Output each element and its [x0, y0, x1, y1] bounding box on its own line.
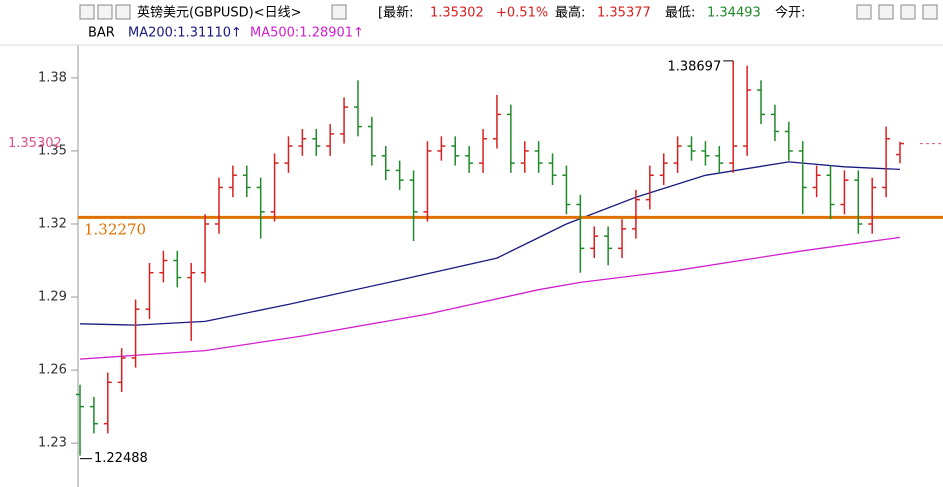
low-annotation: 1.22488 — [94, 451, 148, 466]
quote-label: 最低: — [665, 6, 695, 21]
tool-button[interactable] — [856, 4, 872, 20]
y-tick-label: 1.26 — [38, 363, 67, 378]
quote-change: +0.51% — [496, 6, 548, 21]
last-price-label: 1.35302 — [8, 136, 62, 151]
instrument-title: 英镑美元(GBPUSD)<日线> — [137, 5, 302, 21]
toolbar — [79, 4, 938, 20]
ma200-label: MA200:1.31110↑ — [128, 26, 242, 41]
tool-button[interactable] — [878, 4, 894, 20]
tool-button[interactable] — [115, 4, 131, 20]
y-tick-label: 1.38 — [38, 70, 67, 85]
indicator-style: BAR — [88, 26, 115, 41]
tool-button[interactable] — [97, 4, 113, 20]
quote-value: 1.35302 — [430, 6, 484, 21]
moving-average-line — [79, 161, 901, 326]
tool-button[interactable] — [922, 4, 938, 20]
quote-label: 今开: — [775, 5, 805, 21]
ma500-label: MA500:1.28901↑ — [250, 26, 364, 41]
level-label: 1.32270 — [84, 220, 146, 238]
quote-label: [最新: — [378, 5, 413, 21]
tool-button[interactable] — [331, 4, 347, 20]
tool-button[interactable] — [79, 4, 95, 20]
tool-button[interactable] — [900, 4, 916, 20]
moving-average-line — [79, 236, 901, 360]
y-tick-label: 1.32 — [38, 216, 67, 231]
y-tick-label: 1.23 — [38, 436, 67, 451]
y-tick-label: 1.29 — [38, 290, 67, 305]
high-annotation: 1.38697 — [667, 59, 721, 74]
quote-label: 最高: — [555, 5, 585, 21]
y-tick-label: 1.35 — [38, 143, 67, 158]
quote-value: 1.35377 — [597, 6, 651, 21]
quote-value: 1.34493 — [707, 6, 761, 21]
